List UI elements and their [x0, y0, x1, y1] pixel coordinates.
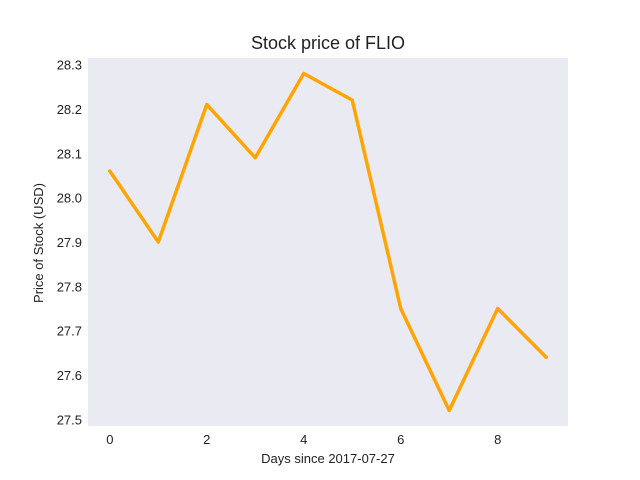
- y-tick-label: 27.6: [57, 368, 82, 383]
- price-series-line: [108, 71, 548, 413]
- y-tick-label: 27.9: [57, 235, 82, 250]
- y-tick-label: 28.3: [57, 58, 82, 73]
- data-point: [302, 71, 306, 76]
- y-tick-label: 28.2: [57, 102, 82, 117]
- data-point: [156, 240, 160, 244]
- y-tick-label: 27.7: [57, 324, 82, 339]
- y-tick-label: 27.8: [57, 279, 82, 294]
- y-tick-label: 28.1: [57, 146, 82, 161]
- x-axis-ticks: 0 2 4 6 8: [106, 432, 501, 447]
- data-point: [253, 156, 257, 160]
- y-axis-label: Price of Stock (USD): [31, 183, 46, 303]
- x-tick-label: 6: [397, 432, 404, 447]
- x-axis-label: Days since 2017-07-27: [261, 451, 395, 466]
- plot-area: [88, 58, 568, 426]
- y-tick-label: 28.0: [57, 191, 82, 206]
- y-tick-label: 27.5: [57, 412, 82, 427]
- x-tick-label: 0: [106, 432, 113, 447]
- series-layer: [108, 71, 548, 413]
- data-point: [350, 98, 354, 102]
- data-point: [496, 306, 500, 311]
- data-point: [447, 408, 451, 413]
- chart-title: Stock price of FLIO: [251, 33, 405, 53]
- data-point: [544, 355, 548, 359]
- data-point: [399, 306, 403, 311]
- data-point: [205, 102, 209, 107]
- data-point: [108, 169, 112, 173]
- x-tick-label: 8: [494, 432, 501, 447]
- x-tick-label: 2: [203, 432, 210, 447]
- x-tick-label: 4: [300, 432, 307, 447]
- y-axis-ticks: 27.5 27.6 27.7 27.8 27.9 28.0 28.1 28.2 28.3: [57, 58, 82, 428]
